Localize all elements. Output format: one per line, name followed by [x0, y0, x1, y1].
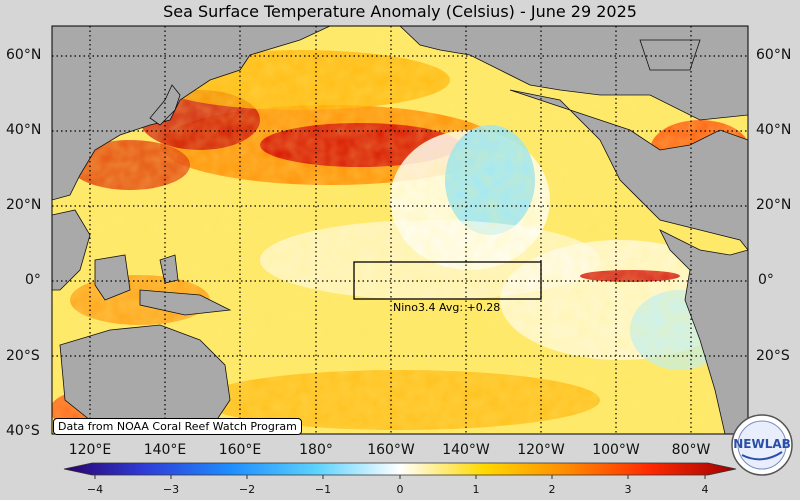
lat-label-right: 0°	[758, 272, 774, 288]
svg-text:NEWLAB: NEWLAB	[733, 437, 791, 451]
colorbar-tick-label: 4	[701, 483, 709, 496]
lon-label: 100°W	[592, 442, 640, 458]
nino34-box	[353, 261, 542, 300]
lon-label: 120°W	[517, 442, 565, 458]
colorbar-tick-label: 2	[548, 483, 556, 496]
lat-label-right: 60°N	[756, 47, 792, 63]
colorbar-tick-label: −1	[314, 483, 332, 496]
graticule	[52, 26, 748, 434]
colorbar	[63, 462, 737, 476]
lon-label: 160°E	[218, 442, 262, 458]
lon-label: 140°W	[442, 442, 490, 458]
nino34-average-label: Nino3.4 Avg: +0.28	[393, 301, 501, 314]
lat-label-left: 0°	[25, 272, 41, 288]
lat-label-left: 60°N	[6, 47, 42, 63]
lon-label: 160°W	[367, 442, 415, 458]
colorbar-tick-label: −4	[86, 483, 104, 496]
lon-label: 120°E	[68, 442, 112, 458]
colorbar-tick-label: 1	[472, 483, 480, 496]
lon-label: 80°W	[671, 442, 711, 458]
colorbar-tick-label: 3	[624, 483, 632, 496]
lat-label-right: 20°S	[756, 348, 790, 364]
lon-label: 140°E	[143, 442, 187, 458]
map-title: Sea Surface Temperature Anomaly (Celsius…	[163, 2, 637, 21]
lat-label-left: 20°S	[6, 348, 40, 364]
colorbar-tick-label: −2	[238, 483, 256, 496]
lon-label: 180°	[299, 442, 333, 458]
data-credit: Data from NOAA Coral Reef Watch Program	[53, 418, 302, 435]
lat-label-right: 40°N	[756, 122, 792, 138]
nexlab-logo: NEWLAB	[731, 414, 793, 476]
colorbar-tick-label: −3	[162, 483, 180, 496]
colorbar-tick-label: 0	[396, 483, 404, 496]
lat-label-left: 40°S	[6, 423, 40, 439]
lat-label-right: 20°N	[756, 197, 792, 213]
land	[52, 26, 748, 434]
lat-label-left: 40°N	[6, 122, 42, 138]
map-border	[51, 25, 749, 435]
lat-label-left: 20°N	[6, 197, 42, 213]
map-frame	[52, 26, 748, 434]
